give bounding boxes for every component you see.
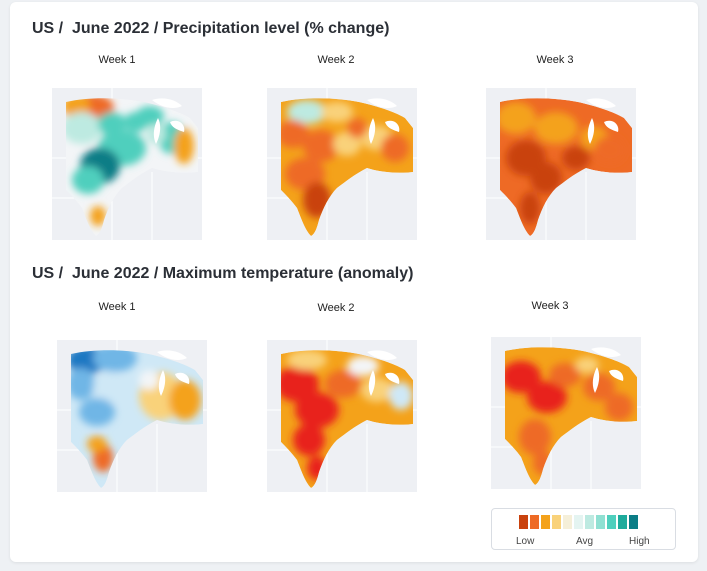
- temp-week1-map[interactable]: [57, 340, 207, 492]
- heat-blob: [136, 106, 164, 126]
- heat-blob: [169, 380, 201, 420]
- legend-swatch: [574, 515, 583, 529]
- precip-week3-map[interactable]: [486, 88, 636, 240]
- heat-blob: [93, 372, 129, 404]
- heat-blob: [549, 363, 581, 387]
- legend-low-label: Low: [516, 536, 535, 547]
- heat-blob: [575, 357, 599, 373]
- temperature-section-title: US / June 2022 / Maximum temperature (an…: [32, 265, 414, 282]
- heat-blob: [583, 373, 615, 401]
- legend-high-label: High: [629, 536, 650, 547]
- heatmap-region: [281, 98, 413, 236]
- heat-blob: [505, 361, 541, 393]
- legend-swatch: [552, 515, 561, 529]
- legend-swatch: [607, 515, 616, 529]
- heat-blob: [87, 436, 107, 452]
- heat-blob: [72, 166, 104, 194]
- legend-swatch: [629, 515, 638, 529]
- heat-blob: [347, 356, 379, 376]
- legend-swatch: [563, 515, 572, 529]
- precip-week3-label: Week 3: [536, 54, 574, 66]
- heat-blob: [139, 370, 159, 390]
- temp-week2-map[interactable]: [267, 340, 417, 492]
- heat-blob: [389, 382, 413, 410]
- heat-blob: [98, 112, 126, 136]
- heat-blob: [347, 118, 367, 138]
- legend-swatch: [596, 515, 605, 529]
- heat-blob: [174, 128, 194, 164]
- heat-blob: [605, 393, 633, 421]
- us-map-graphic: [52, 88, 202, 240]
- heat-blob: [281, 366, 319, 402]
- legend-swatch: [541, 515, 550, 529]
- heat-blob: [534, 112, 578, 144]
- heat-blob: [293, 424, 325, 456]
- precip-week1-map[interactable]: [52, 88, 202, 240]
- precip-week2-label: Week 2: [317, 54, 355, 66]
- heat-blob: [361, 378, 393, 402]
- legend-avg-label: Avg: [576, 536, 594, 547]
- heat-blob: [325, 370, 361, 398]
- heat-blob: [66, 112, 102, 144]
- legend-swatch: [585, 515, 594, 529]
- legend-swatch: [519, 515, 528, 529]
- heat-blob: [71, 368, 95, 400]
- us-map-graphic: [267, 340, 417, 492]
- great-lakes: [367, 350, 400, 396]
- precip-week2-map[interactable]: [267, 88, 417, 240]
- us-map-graphic: [57, 340, 207, 492]
- great-lakes: [157, 350, 190, 396]
- us-map-graphic: [486, 88, 636, 240]
- heat-blob: [527, 381, 567, 413]
- heatmap-region: [505, 347, 637, 485]
- precip-week1-label: Week 1: [98, 54, 136, 66]
- heat-blob: [281, 120, 309, 148]
- heat-blob: [321, 102, 353, 122]
- great-lakes: [367, 98, 400, 144]
- us-map-graphic: [491, 337, 641, 489]
- legend-swatch: [618, 515, 627, 529]
- heat-blob: [303, 130, 339, 162]
- heat-blob: [295, 392, 339, 428]
- heat-blob: [562, 146, 590, 170]
- great-lakes: [586, 98, 619, 144]
- heat-blob: [519, 419, 551, 455]
- temp-week3-label: Week 3: [531, 300, 569, 312]
- heat-blob: [530, 162, 562, 194]
- heat-blob: [90, 206, 106, 226]
- heat-blob: [79, 398, 115, 426]
- temp-week1-label: Week 1: [98, 301, 136, 313]
- heatmap-region: [500, 98, 632, 236]
- precipitation-section-title: US / June 2022 / Precipitation level (% …: [32, 20, 390, 37]
- color-legend: Low Avg High: [491, 508, 676, 550]
- heatmap-region: [71, 350, 203, 488]
- great-lakes: [152, 98, 185, 144]
- heatmap-region: [281, 350, 413, 488]
- heat-blob: [287, 100, 327, 124]
- legend-swatches: [519, 515, 640, 529]
- heat-blob: [287, 350, 327, 370]
- temp-week2-label: Week 2: [317, 302, 355, 314]
- heat-blob: [333, 132, 361, 156]
- heat-blob: [500, 102, 536, 134]
- heat-blob: [594, 136, 626, 164]
- temp-week3-map[interactable]: [491, 337, 641, 489]
- legend-swatch: [530, 515, 539, 529]
- heat-blob: [520, 192, 540, 224]
- us-map-graphic: [267, 88, 417, 240]
- heat-blob: [93, 350, 137, 372]
- great-lakes: [591, 347, 624, 393]
- heat-blob: [381, 134, 409, 162]
- heat-blob: [285, 158, 325, 190]
